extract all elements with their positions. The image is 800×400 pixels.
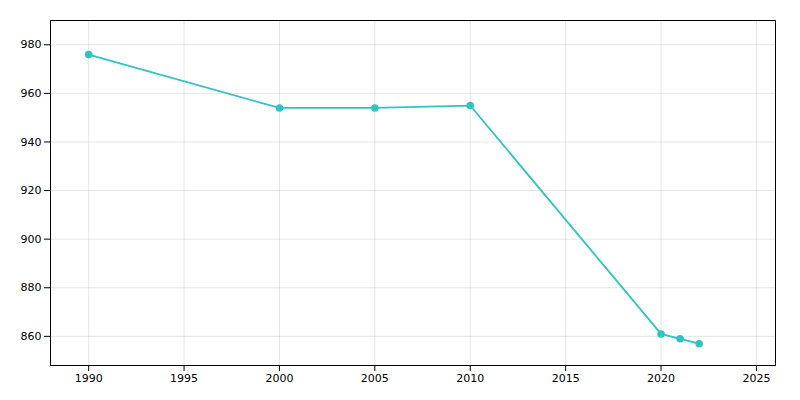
- svg-text:880: 880: [21, 281, 42, 294]
- svg-text:980: 980: [21, 38, 42, 51]
- svg-text:860: 860: [21, 330, 42, 343]
- svg-text:2020: 2020: [647, 372, 675, 385]
- svg-text:2005: 2005: [361, 372, 389, 385]
- svg-text:2010: 2010: [456, 372, 484, 385]
- svg-text:960: 960: [21, 87, 42, 100]
- svg-text:940: 940: [21, 135, 42, 148]
- svg-text:2000: 2000: [265, 372, 293, 385]
- svg-text:1995: 1995: [170, 372, 198, 385]
- svg-text:2015: 2015: [552, 372, 580, 385]
- svg-text:1990: 1990: [75, 372, 103, 385]
- svg-text:920: 920: [21, 184, 42, 197]
- svg-text:900: 900: [21, 233, 42, 246]
- svg-text:2025: 2025: [742, 372, 770, 385]
